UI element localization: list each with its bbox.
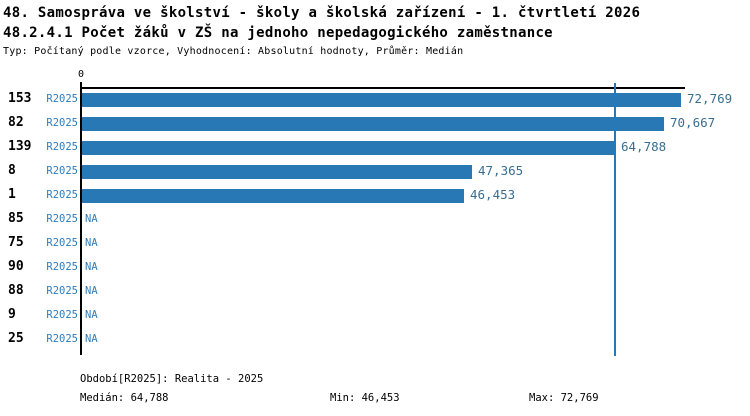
row-period-label: R2025: [46, 165, 78, 177]
footer-max-value: Max: 72,769: [529, 392, 599, 404]
row-period-label: R2025: [46, 213, 78, 225]
bar: [82, 165, 472, 179]
row-count-label: 139: [8, 139, 32, 154]
row-period-label: R2025: [46, 285, 78, 297]
bar-chart: 0 153 R2025 72,769 82 R2025 70,667 139 R2025 64,…: [8, 69, 733, 356]
row-count-label: 1: [8, 187, 16, 202]
row-count-label: 90: [8, 259, 24, 274]
row-period-label: R2025: [46, 93, 78, 105]
row-count-label: 85: [8, 211, 24, 226]
bar-value-label: 64,788: [621, 139, 667, 154]
row-count-label: 25: [8, 331, 24, 346]
bar-value-label: 47,365: [478, 163, 524, 178]
bar: [82, 141, 615, 155]
bar-value-label: 46,453: [470, 187, 516, 202]
row-na-label: NA: [85, 261, 98, 273]
row-period-label: R2025: [46, 261, 78, 273]
bar-value-label: 72,769: [687, 91, 733, 106]
footer-median-value: Medián: 64,788: [80, 392, 169, 404]
median-marker-line: [614, 83, 617, 356]
bar: [82, 189, 464, 203]
indicator-meta-line: Typ: Počítaný podle vzorce, Vyhodnocení:…: [3, 46, 464, 57]
row-count-label: 153: [8, 91, 32, 106]
row-period-label: R2025: [46, 309, 78, 321]
row-period-label: R2025: [46, 237, 78, 249]
row-period-label: R2025: [46, 333, 78, 345]
row-period-label: R2025: [46, 189, 78, 201]
row-count-label: 82: [8, 115, 24, 130]
y-axis-line: [80, 82, 82, 355]
indicator-subtitle: 48.2.4.1 Počet žáků v ZŠ na jednoho nepe…: [3, 25, 553, 41]
bar: [82, 117, 664, 131]
footer-min-value: Min: 46,453: [330, 392, 400, 404]
x-axis-line: [81, 87, 685, 89]
bar-value-label: 70,667: [670, 115, 716, 130]
row-na-label: NA: [85, 309, 98, 321]
row-count-label: 88: [8, 283, 24, 298]
row-period-label: R2025: [46, 141, 78, 153]
footer-period-label: Období[R2025]: Realita - 2025: [80, 373, 264, 385]
row-count-label: 9: [8, 307, 16, 322]
x-axis-zero-tick-label: 0: [77, 69, 85, 80]
row-na-label: NA: [85, 285, 98, 297]
row-period-label: R2025: [46, 117, 78, 129]
row-na-label: NA: [85, 237, 98, 249]
report-title: 48. Samospráva ve školství - školy a ško…: [3, 5, 641, 21]
row-na-label: NA: [85, 213, 98, 225]
row-na-label: NA: [85, 333, 98, 345]
bar: [82, 93, 681, 107]
row-count-label: 8: [8, 163, 16, 178]
row-count-label: 75: [8, 235, 24, 250]
